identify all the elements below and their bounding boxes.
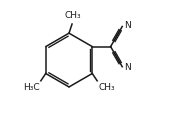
Text: N: N <box>124 63 130 72</box>
Text: N: N <box>124 21 130 30</box>
Text: H₃C: H₃C <box>23 83 40 92</box>
Text: CH₃: CH₃ <box>98 83 115 92</box>
Text: CH₃: CH₃ <box>64 11 81 20</box>
